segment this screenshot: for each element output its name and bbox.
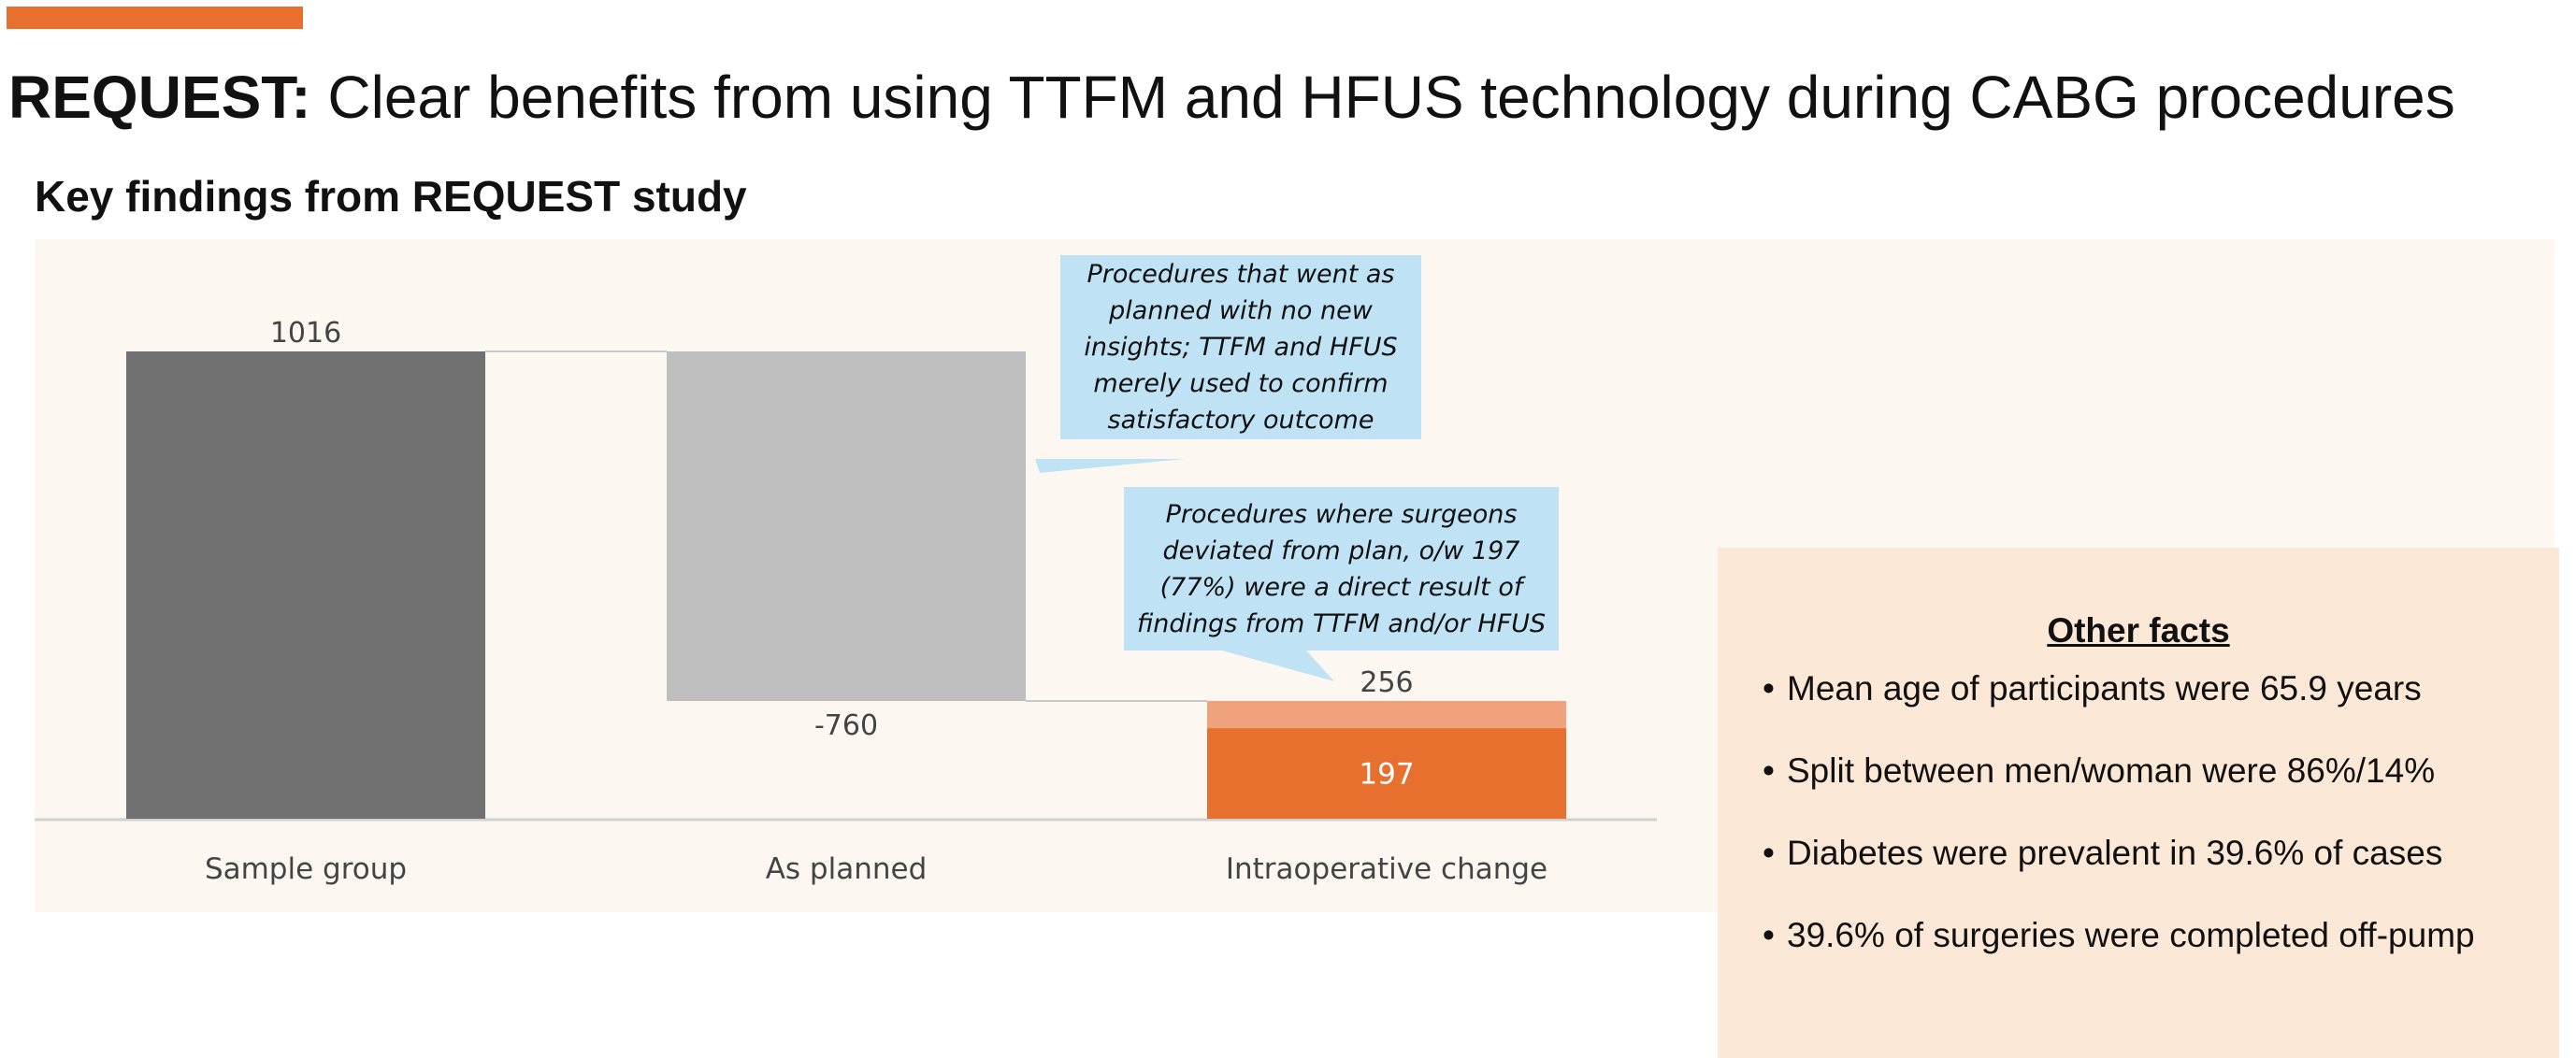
bar-value-label: 1016 — [270, 317, 341, 350]
fact-item: • 39.6% of surgeries were completed off-p… — [1763, 914, 2475, 996]
callout-intraoperative: Procedures where surgeons deviated from … — [1124, 487, 1559, 651]
chart-panel: 1016 -760 256 197 Sample group As planned Intr… — [35, 239, 2559, 1058]
bullet-icon: • — [1763, 751, 1775, 790]
bullet-icon: • — [1763, 916, 1775, 954]
callout-as-planned: Procedures that went as planned with no … — [1060, 255, 1421, 439]
fact-text: 39.6% of surgeries were completed off-pu… — [1787, 916, 2475, 954]
facts-list: • Mean age of participants were 65.9 year… — [1763, 667, 2475, 996]
title-rest: Clear benefits from using TTFM and HFUS … — [310, 64, 2455, 131]
fact-text: Diabetes were prevalent in 39.6% of case… — [1787, 834, 2443, 872]
accent-bar — [7, 7, 303, 29]
section-subtitle: Key findings from REQUEST study — [35, 172, 747, 221]
other-facts-box: Other facts • Mean age of participants we… — [1718, 548, 2559, 1058]
category-label: Sample group — [205, 852, 407, 886]
fact-text: Split between men/woman were 86%/14% — [1787, 751, 2436, 790]
bar-value-label: -760 — [814, 709, 878, 742]
bar-as-planned — [667, 351, 1026, 702]
callout-as-planned-text: Procedures that went as planned with no … — [1084, 260, 1398, 435]
page-title: REQUEST: Clear benefits from using TTFM … — [8, 60, 2455, 135]
bar-segment-label: 197 — [1359, 758, 1414, 792]
bullet-icon: • — [1763, 669, 1775, 708]
fact-text: Mean age of participants were 65.9 years — [1787, 669, 2422, 708]
bar-intraop-segment-light — [1207, 701, 1566, 729]
callout-intraoperative-text: Procedures where surgeons deviated from … — [1136, 499, 1547, 638]
fact-item: • Diabetes were prevalent in 39.6% of cas… — [1763, 832, 2475, 914]
bar-intraop-segment-dark — [1207, 728, 1566, 819]
fact-item: • Mean age of participants were 65.9 year… — [1763, 667, 2475, 750]
waterfall-chart: 1016 -760 256 197 Sample group As planned Intr… — [35, 317, 1657, 886]
facts-title: Other facts — [2047, 611, 2230, 650]
title-bold: REQUEST: — [8, 64, 311, 131]
bar-value-label: 256 — [1360, 666, 1413, 699]
callout-tail — [1035, 459, 1185, 473]
category-label: As planned — [766, 852, 928, 886]
callout-tail — [1222, 651, 1334, 681]
fact-item: • Split between men/woman were 86%/14% — [1763, 750, 2475, 832]
bullet-icon: • — [1763, 834, 1775, 872]
bar-sample-group — [126, 351, 485, 819]
category-label: Intraoperative change — [1226, 852, 1547, 886]
